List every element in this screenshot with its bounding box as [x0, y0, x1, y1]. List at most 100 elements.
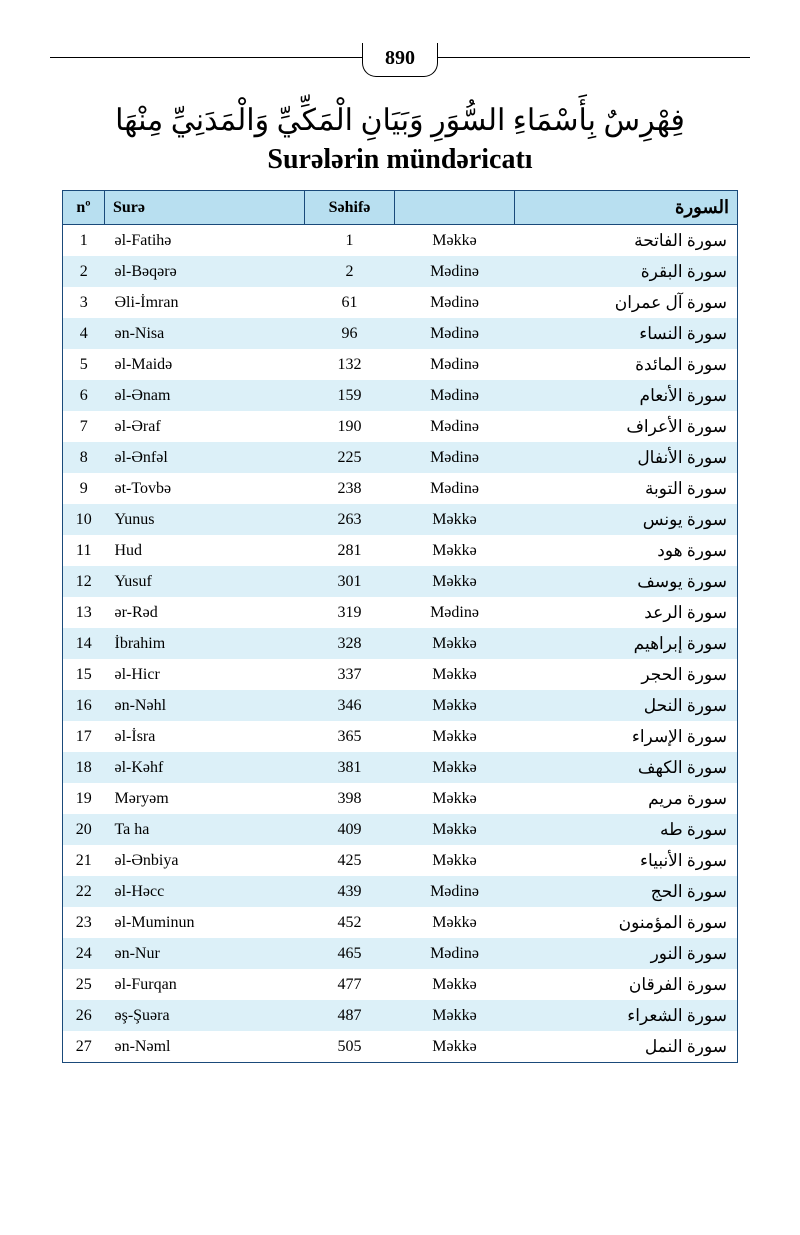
cell-arabic: سورة هود: [515, 535, 738, 566]
table-body: 1əl-Fatihə1Məkkəسورة الفاتحة2əl-Bəqərə2M…: [63, 225, 738, 1063]
cell-page: 238: [305, 473, 395, 504]
cell-page: 281: [305, 535, 395, 566]
cell-page: 2: [305, 256, 395, 287]
cell-place: Məkkə: [395, 783, 515, 814]
cell-place: Məkkə: [395, 752, 515, 783]
cell-arabic: سورة الأنعام: [515, 380, 738, 411]
cell-page: 337: [305, 659, 395, 690]
cell-arabic: سورة الرعد: [515, 597, 738, 628]
table-row: 22əl-Həcc439Mədinəسورة الحج: [63, 876, 738, 907]
cell-arabic: سورة النور: [515, 938, 738, 969]
cell-name: əl-Həcc: [105, 876, 305, 907]
cell-number: 11: [63, 535, 105, 566]
table-row: 26əş-Şuəra487Məkkəسورة الشعراء: [63, 1000, 738, 1031]
cell-arabic: سورة التوبة: [515, 473, 738, 504]
cell-arabic: سورة النحل: [515, 690, 738, 721]
cell-page: 61: [305, 287, 395, 318]
cell-number: 23: [63, 907, 105, 938]
cell-place: Məkkə: [395, 566, 515, 597]
cell-place: Mədinə: [395, 938, 515, 969]
table-row: 10Yunus263Məkkəسورة يونس: [63, 504, 738, 535]
table-row: 17əl-İsra365Məkkəسورة الإسراء: [63, 721, 738, 752]
cell-number: 10: [63, 504, 105, 535]
cell-number: 13: [63, 597, 105, 628]
cell-arabic: سورة الأنبياء: [515, 845, 738, 876]
cell-page: 409: [305, 814, 395, 845]
cell-page: 319: [305, 597, 395, 628]
cell-name: ən-Nisa: [105, 318, 305, 349]
cell-number: 4: [63, 318, 105, 349]
arabic-heading: فِهْرِسٌ بِأَسْمَاءِ السُّوَرِ وَبَيَانِ…: [0, 103, 800, 138]
cell-number: 7: [63, 411, 105, 442]
cell-arabic: سورة يونس: [515, 504, 738, 535]
cell-page: 505: [305, 1031, 395, 1063]
cell-number: 15: [63, 659, 105, 690]
cell-arabic: سورة آل عمران: [515, 287, 738, 318]
cell-place: Məkkə: [395, 535, 515, 566]
cell-name: əl-Ənam: [105, 380, 305, 411]
table-row: 24ən-Nur465Mədinəسورة النور: [63, 938, 738, 969]
cell-arabic: سورة الفرقان: [515, 969, 738, 1000]
cell-place: Mədinə: [395, 473, 515, 504]
table-row: 7əl-Əraf190Mədinəسورة الأعراف: [63, 411, 738, 442]
cell-number: 24: [63, 938, 105, 969]
cell-page: 96: [305, 318, 395, 349]
cell-place: Məkkə: [395, 1031, 515, 1063]
cell-number: 26: [63, 1000, 105, 1031]
cell-number: 20: [63, 814, 105, 845]
cell-page: 328: [305, 628, 395, 659]
cell-place: Məkkə: [395, 659, 515, 690]
cell-arabic: سورة طه: [515, 814, 738, 845]
cell-number: 16: [63, 690, 105, 721]
cell-number: 5: [63, 349, 105, 380]
cell-page: 425: [305, 845, 395, 876]
cell-name: əl-Hicr: [105, 659, 305, 690]
cell-name: Hud: [105, 535, 305, 566]
table-row: 19Məryəm398Məkkəسورة مريم: [63, 783, 738, 814]
table-header-row: nº Surə Səhifə السورة: [63, 191, 738, 225]
cell-name: əl-Ənbiya: [105, 845, 305, 876]
cell-page: 477: [305, 969, 395, 1000]
cell-place: Məkkə: [395, 845, 515, 876]
cell-place: Mədinə: [395, 318, 515, 349]
cell-page: 346: [305, 690, 395, 721]
col-header-page: Səhifə: [305, 191, 395, 225]
cell-number: 27: [63, 1031, 105, 1063]
cell-place: Məkkə: [395, 504, 515, 535]
cell-arabic: سورة مريم: [515, 783, 738, 814]
table-row: 21əl-Ənbiya425Məkkəسورة الأنبياء: [63, 845, 738, 876]
cell-place: Məkkə: [395, 814, 515, 845]
cell-place: Mədinə: [395, 411, 515, 442]
table-row: 13ər-Rəd319Mədinəسورة الرعد: [63, 597, 738, 628]
cell-page: 452: [305, 907, 395, 938]
cell-number: 19: [63, 783, 105, 814]
cell-name: Yusuf: [105, 566, 305, 597]
table-row: 23əl-Muminun452Məkkəسورة المؤمنون: [63, 907, 738, 938]
cell-arabic: سورة الإسراء: [515, 721, 738, 752]
cell-page: 132: [305, 349, 395, 380]
cell-number: 8: [63, 442, 105, 473]
cell-arabic: سورة البقرة: [515, 256, 738, 287]
cell-place: Məkkə: [395, 225, 515, 257]
cell-place: Məkkə: [395, 1000, 515, 1031]
cell-name: ən-Nur: [105, 938, 305, 969]
cell-arabic: سورة النساء: [515, 318, 738, 349]
cell-number: 21: [63, 845, 105, 876]
cell-arabic: سورة الحج: [515, 876, 738, 907]
table-row: 25əl-Furqan477Məkkəسورة الفرقان: [63, 969, 738, 1000]
cell-name: Əli-İmran: [105, 287, 305, 318]
cell-arabic: سورة يوسف: [515, 566, 738, 597]
table-row: 15əl-Hicr337Məkkəسورة الحجر: [63, 659, 738, 690]
cell-number: 14: [63, 628, 105, 659]
cell-page: 1: [305, 225, 395, 257]
cell-place: Məkkə: [395, 628, 515, 659]
cell-number: 1: [63, 225, 105, 257]
cell-name: əl-Muminun: [105, 907, 305, 938]
cell-name: Ta ha: [105, 814, 305, 845]
cell-page: 439: [305, 876, 395, 907]
cell-place: Məkkə: [395, 690, 515, 721]
cell-name: əl-İsra: [105, 721, 305, 752]
table-row: 1əl-Fatihə1Məkkəسورة الفاتحة: [63, 225, 738, 257]
cell-place: Məkkə: [395, 969, 515, 1000]
table-container: nº Surə Səhifə السورة 1əl-Fatihə1Məkkəسو…: [62, 190, 738, 1063]
